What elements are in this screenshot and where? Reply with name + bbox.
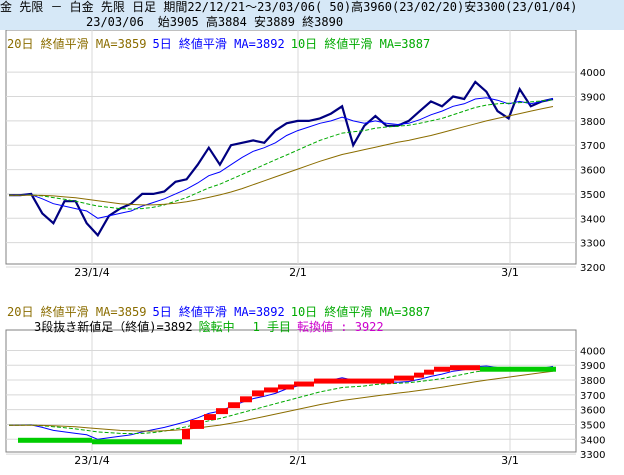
legend-bottom-ma20: 20日 終値平滑 MA=3859 xyxy=(7,305,147,319)
breakout-brick-14 xyxy=(414,372,424,378)
breakout-brick-5 xyxy=(216,408,228,415)
breakout-brick-18 xyxy=(480,366,556,372)
y-tick-label-1-1: 3400 xyxy=(580,435,605,446)
breakout-brick-2 xyxy=(182,428,190,440)
header-date: 23/03/06 xyxy=(86,15,144,29)
breakout-brick-9 xyxy=(264,387,278,393)
header-period-line: 金 先限 － 白金 先限 日足 期間22/12/21～23/03/06( 50)… xyxy=(0,0,624,15)
legend-ma5: 5日 終値平滑 MA=3892 xyxy=(152,37,285,51)
bottom-legend: 20日 終値平滑 MA=3859 5日 終値平滑 MA=3892 10日 終値平滑 … xyxy=(7,305,436,319)
y-tick-label-0-2: 3400 xyxy=(580,214,605,225)
breakout-reversal: 転換値 : 3922 xyxy=(297,320,384,334)
x-tick-label-0-2: 3/1 xyxy=(501,266,519,279)
series-line-1 xyxy=(8,97,554,219)
breakout-brick-10 xyxy=(278,384,294,390)
legend-ma10: 10日 終値平滑 MA=3887 xyxy=(290,37,431,51)
y-tick-label-0-0: 3200 xyxy=(580,263,605,274)
header-title: 金 先限 － 白金 先限 日足 期間22/12/21～23/03/06( 50)… xyxy=(0,0,578,14)
y-tick-label-1-2: 3500 xyxy=(580,420,605,431)
y-tick-label-1-7: 4000 xyxy=(580,346,605,357)
x-tick-label-1-1: 2/1 xyxy=(289,454,307,467)
y-tick-label-1-0: 3300 xyxy=(580,450,605,461)
y-tick-label-0-6: 3800 xyxy=(580,117,605,128)
x-tick-label-1-0: 23/1/4 xyxy=(74,454,109,467)
series-line-0 xyxy=(9,80,554,238)
y-tick-label-1-3: 3600 xyxy=(580,406,605,417)
breakout-brick-1 xyxy=(92,439,182,445)
breakout-brick-8 xyxy=(252,390,264,397)
breakout-brick-6 xyxy=(228,402,240,409)
breakout-step: 1 手目 xyxy=(252,320,292,334)
legend-bottom-ma10: 10日 終値平滑 MA=3887 xyxy=(290,305,431,319)
breakout-brick-17 xyxy=(450,365,480,371)
breakout-brick-0 xyxy=(18,437,92,443)
x-tick-label-1-2: 3/1 xyxy=(501,454,519,467)
breakout-status: 陰転中 xyxy=(198,320,235,334)
breakout-status-line: 3段抜き新値足（終値)=3892 陰転中 1 手目 転換値 : 3922 xyxy=(34,320,390,334)
y-tick-label-0-1: 3300 xyxy=(580,239,605,250)
x-tick-label-0-0: 23/1/4 xyxy=(74,266,109,279)
breakout-brick-13 xyxy=(394,375,414,381)
plot-frame-0 xyxy=(5,29,577,265)
bottom-series-line-1 xyxy=(9,366,554,435)
breakout-brick-3 xyxy=(190,420,204,429)
breakout-brick-16 xyxy=(434,366,450,372)
y-tick-label-1-6: 3900 xyxy=(580,361,605,372)
series-line-3 xyxy=(9,106,554,206)
legend-ma20: 20日 終値平滑 MA=3859 xyxy=(7,37,147,51)
legend-bottom-ma5: 5日 終値平滑 MA=3892 xyxy=(152,305,285,319)
top-legend: 20日 終値平滑 MA=3859 5日 終値平滑 MA=3892 10日 終値平滑 … xyxy=(7,37,436,51)
y-tick-label-0-8: 4000 xyxy=(580,68,605,79)
y-tick-label-0-4: 3600 xyxy=(580,166,605,177)
breakout-brick-7 xyxy=(240,396,252,403)
breakout-brick-15 xyxy=(424,369,434,375)
header-ohlc-line: 23/03/06 始3905 高3884 安3889 終3890 xyxy=(0,15,624,30)
series-line-2 xyxy=(9,99,554,210)
y-tick-label-0-5: 3700 xyxy=(580,141,605,152)
y-tick-label-1-5: 3800 xyxy=(580,376,605,387)
breakout-brick-4 xyxy=(204,414,216,421)
breakout-label: 3段抜き新値足（終値)=3892 xyxy=(34,320,193,334)
breakout-brick-11 xyxy=(294,381,314,387)
header-ohlc: 始3905 高3884 安3889 終3890 xyxy=(157,15,344,29)
bottom-series-line-2 xyxy=(9,370,554,432)
y-tick-label-0-3: 3500 xyxy=(580,190,605,201)
y-tick-label-1-4: 3700 xyxy=(580,391,605,402)
y-tick-label-0-7: 3900 xyxy=(580,93,605,104)
x-tick-label-0-1: 2/1 xyxy=(289,266,307,279)
breakout-brick-12 xyxy=(314,378,394,384)
